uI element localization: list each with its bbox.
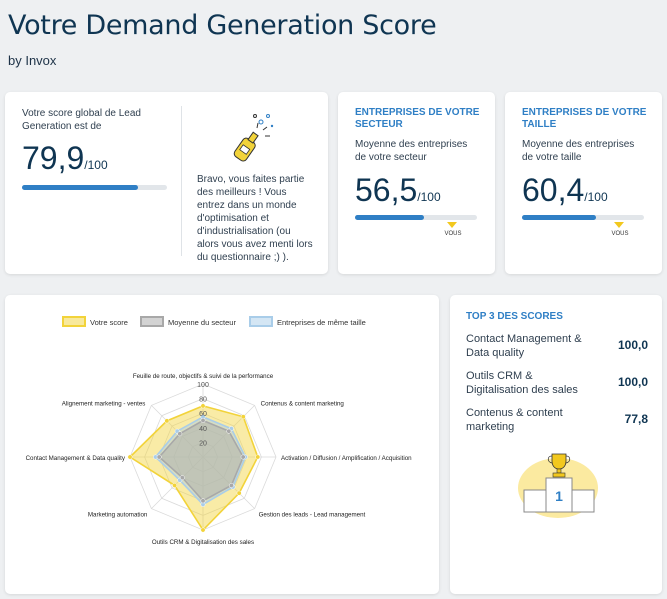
- radar-tick-label: 20: [199, 440, 207, 447]
- you-marker-label: VOUS: [611, 231, 629, 237]
- global-score-value: 79,9/100: [22, 140, 108, 177]
- top-score-label: Contenus & content marketing: [466, 407, 563, 433]
- sector-card: ENTREPRISES DE VOTRE SECTEUR Moyenne des…: [338, 92, 495, 274]
- legend-swatch: [62, 316, 86, 327]
- radar-point: [255, 454, 261, 460]
- svg-text:1: 1: [555, 488, 563, 504]
- radar-point: [156, 454, 162, 460]
- radar-spoke: [202, 456, 255, 509]
- sector-card-title: ENTREPRISES DE VOTRE SECTEUR: [355, 107, 480, 130]
- radar-point: [240, 414, 246, 420]
- size-card: ENTREPRISES DE VOTRE TAILLE Moyenne des …: [505, 92, 662, 274]
- trophy-podium-icon: 1: [518, 453, 598, 518]
- top-score-value: 100,0: [617, 375, 648, 389]
- top-score-item: Outils CRM & Digitalisation des sales 10…: [466, 369, 648, 397]
- legend-swatch: [249, 316, 273, 327]
- sector-score-bar: [355, 215, 477, 220]
- top-score-label: Contact Management & Data quality: [466, 333, 582, 359]
- size-score-unit: /100: [584, 190, 608, 204]
- radar-point: [236, 490, 242, 496]
- radar-point: [177, 431, 183, 437]
- size-score-number: 60,4: [522, 172, 585, 208]
- radar-spoke: [151, 456, 204, 509]
- radar-point: [200, 498, 206, 504]
- top-score-item: Contact Management & Data quality 100,0: [466, 332, 648, 360]
- size-card-title: ENTREPRISES DE VOTRE TAILLE: [522, 107, 647, 130]
- global-score-label: Votre score global de Lead Generation es…: [22, 108, 141, 132]
- radar-axis-label: Activation / Diffusion / Amplification /…: [281, 455, 412, 462]
- radar-point: [200, 403, 206, 409]
- divider: [181, 106, 182, 256]
- sector-score-number: 56,5: [355, 172, 418, 208]
- legend-label: Votre score: [90, 318, 128, 327]
- sector-score-unit: /100: [417, 190, 441, 204]
- global-score-bar-fill: [22, 185, 138, 190]
- sector-card-subtitle: Moyenne des entreprises de votre secteur: [355, 139, 468, 163]
- radar-axis-label: Alignement marketing - ventes: [62, 400, 146, 407]
- champagne-icon: [233, 114, 274, 162]
- radar-axis-label: Feuille de route, objectifs & suivi de l…: [133, 373, 274, 380]
- sector-score-value: 56,5/100: [355, 172, 441, 209]
- top-scores-card: TOP 3 DES SCORES Contact Management & Da…: [450, 295, 662, 594]
- radar-axis-label: Contenus & content marketing: [261, 400, 345, 407]
- radar-axis-label: Contact Management & Data quality: [26, 455, 126, 462]
- page-title: Votre Demand Generation Score: [8, 10, 437, 41]
- radar-tick-label: 60: [199, 411, 207, 418]
- page-byline: by Invox: [8, 53, 57, 68]
- size-score-bar-fill: [522, 215, 596, 220]
- size-card-subtitle: Moyenne des entreprises de votre taille: [522, 139, 635, 163]
- global-score-bar: [22, 185, 167, 190]
- radar-axis-label: Outils CRM & Digitalisation des sales: [152, 539, 254, 546]
- global-score-card: Votre score global de Lead Generation es…: [5, 92, 328, 274]
- global-score-number: 79,9: [22, 140, 85, 176]
- radar-point: [179, 475, 185, 481]
- radar-point: [228, 482, 234, 488]
- top-scores-title: TOP 3 DES SCORES: [466, 311, 563, 322]
- radar-chart-card: Votre score Moyenne du secteur Entreprises…: [5, 295, 439, 594]
- global-score-unit: /100: [84, 158, 108, 172]
- radar-point: [240, 454, 246, 460]
- radar-point: [226, 428, 232, 434]
- radar-point: [200, 527, 206, 533]
- legend-label: Moyenne du secteur: [168, 318, 236, 327]
- size-score-value: 60,4/100: [522, 172, 608, 209]
- radar-point: [164, 418, 170, 424]
- radar-point: [127, 454, 133, 460]
- radar-tick-label: 100: [197, 382, 209, 389]
- you-marker-icon: [447, 222, 458, 228]
- radar-point: [172, 482, 178, 488]
- radar-axis-label: Gestion des leads - Lead management: [259, 512, 366, 519]
- sector-score-bar-fill: [355, 215, 424, 220]
- top-score-value: 77,8: [624, 412, 648, 426]
- you-marker-label: VOUS: [444, 231, 462, 237]
- radar-tick-label: 80: [199, 397, 207, 404]
- top-score-item: Contenus & content marketing 77,8: [466, 406, 648, 434]
- radar-axis-label: Marketing automation: [88, 512, 148, 519]
- you-marker-icon: [614, 222, 625, 228]
- legend-label: Entreprises de même taille: [277, 318, 366, 327]
- radar-chart: Votre score Moyenne du secteur Entreprises…: [26, 316, 412, 546]
- global-score-message: Bravo, vous faites partie des meilleurs …: [197, 174, 313, 263]
- top-score-value: 100,0: [617, 338, 648, 352]
- size-score-bar: [522, 215, 644, 220]
- radar-tick-label: 40: [199, 426, 207, 433]
- top-score-label: Outils CRM & Digitalisation des sales: [466, 370, 578, 396]
- legend-swatch: [140, 316, 164, 327]
- radar-point: [200, 418, 206, 423]
